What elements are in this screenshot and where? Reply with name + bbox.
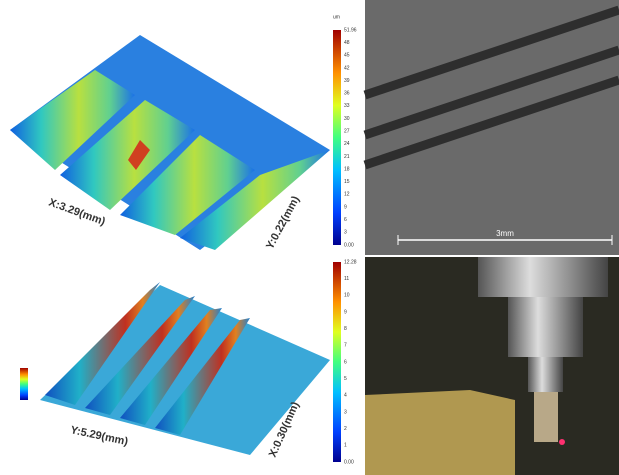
spindle: [508, 297, 583, 357]
colorbar: [333, 262, 341, 462]
colorbar-tick-label: 42: [344, 65, 350, 71]
colorbar-tick-label: 18: [344, 166, 350, 172]
mini-legend: [20, 368, 28, 400]
colorbar-tick-label: 12.28: [344, 259, 357, 265]
colorbar-unit: um: [333, 14, 340, 20]
colorbar-tick-label: 27: [344, 129, 350, 135]
workpiece: [365, 390, 515, 475]
machine-photo: [365, 257, 619, 475]
sem-image: 3mm: [365, 0, 619, 255]
colorbar-tick-label: 3: [344, 409, 347, 415]
laser-spot: [559, 439, 565, 445]
colorbar-tick-label: 21: [344, 154, 350, 160]
collet: [528, 357, 563, 392]
surface-top: um X:3.29(mm) Y:0.22(mm): [0, 0, 362, 255]
colorbar-tick-label: 30: [344, 116, 350, 122]
page: {"panels": { "surface_top": {"x_label": …: [0, 0, 619, 475]
colorbar-tick-label: 48: [344, 40, 350, 46]
colorbar-tick-label: 51.96: [344, 27, 357, 33]
surface-bottom: Y:5.29(mm) X:0.30(mm): [0, 257, 362, 475]
tool: [534, 392, 558, 442]
colorbar-tick-label: 0.00: [344, 459, 354, 465]
colorbar-tick-label: 39: [344, 78, 350, 84]
colorbar-tick-label: 11: [344, 276, 349, 282]
colorbar-tick-label: 2: [344, 426, 347, 432]
colorbar-tick-label: 0.00: [344, 242, 354, 248]
colorbar-tick-label: 7: [344, 343, 347, 349]
colorbar-tick-label: 6: [344, 359, 347, 365]
colorbar-tick-label: 45: [344, 53, 350, 59]
spindle-head: [478, 257, 608, 297]
colorbar-tick-label: 5: [344, 376, 347, 382]
colorbar-tick-label: 12: [344, 192, 350, 198]
colorbar-tick-label: 6: [344, 217, 347, 223]
scale-label: 3mm: [496, 229, 514, 238]
colorbar-tick-label: 15: [344, 179, 350, 185]
figure: um X:3.29(mm) Y:0.22(mm) 3mm Y:5.29(mm) …: [0, 0, 619, 475]
panel-bg: [365, 0, 619, 255]
colorbar-tick-label: 9: [344, 204, 347, 210]
colorbar-tick-label: 3: [344, 230, 347, 236]
colorbar-tick-label: 9: [344, 309, 347, 315]
colorbar-tick-label: 8: [344, 326, 347, 332]
colorbar-tick-label: 33: [344, 103, 350, 109]
colorbar-tick-label: 24: [344, 141, 350, 147]
colorbar-tick-label: 4: [344, 393, 347, 399]
colorbar-tick-label: 36: [344, 91, 350, 97]
colorbar: [333, 30, 341, 245]
colorbar-tick-label: 10: [344, 293, 350, 299]
colorbar-tick-label: 1: [344, 443, 347, 449]
